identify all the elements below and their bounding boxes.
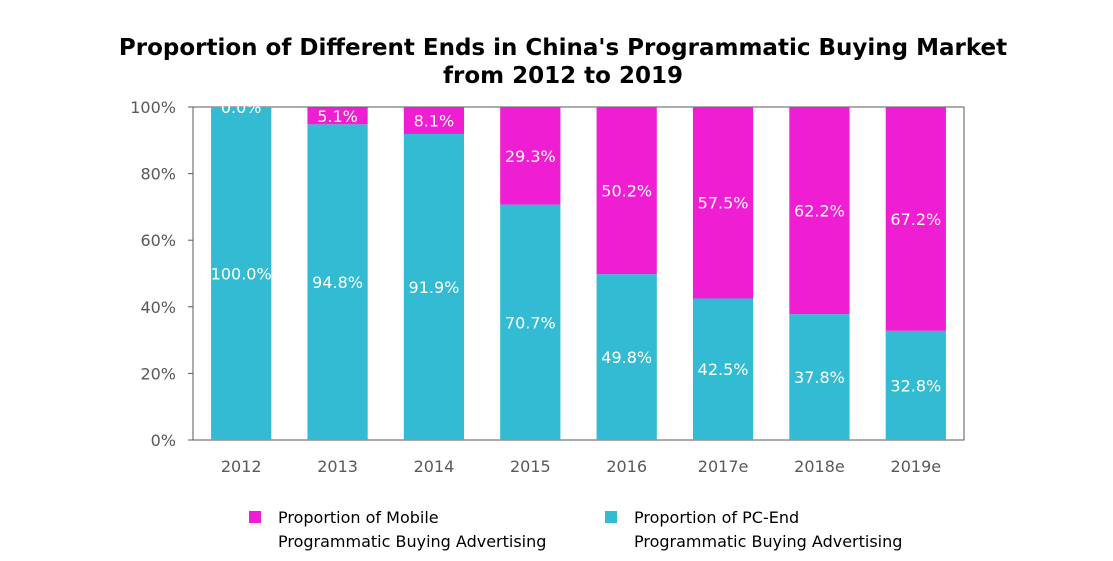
data-label: 5.1% [317,107,358,126]
bar-mobile [692,107,754,299]
data-label: 100.0% [211,265,272,284]
data-label: 32.8% [890,376,941,395]
legend-swatch [605,511,617,523]
bar-mobile [885,107,946,331]
chart-title: Proportion of Different Ends in China's … [119,35,1007,89]
bar-pc-end [596,274,657,440]
data-label: 70.7% [505,313,556,332]
y-tick-label: 40% [140,298,176,317]
plot-area-border [192,106,965,441]
bar-pc-end [307,124,368,440]
bar-mobile [403,107,465,134]
data-label: 37.8% [794,368,845,387]
bar-mobile [789,107,850,315]
data-label: 94.8% [312,273,363,292]
data-label: 91.9% [409,278,460,297]
data-label: 49.8% [601,348,652,367]
x-tick-label: 2018e [794,457,845,476]
data-label: 42.5% [698,360,749,379]
legend-label: Proportion of PC-End [634,508,799,527]
data-label: 50.2% [601,182,652,201]
bar-pc-end [500,204,561,440]
data-label: 29.3% [505,147,556,166]
data-label: 62.2% [794,202,845,221]
y-tick-label: 0% [151,431,176,450]
bar-pc-end [211,107,272,440]
x-tick-label: 2016 [606,457,647,476]
x-tick-label: 2013 [317,457,358,476]
bar-mobile [596,107,657,275]
legend-label: Programmatic Buying Advertising [278,532,546,551]
data-label: 0.0% [221,98,262,117]
y-axis-ticks: 0% 20% 40% 60% 80% 100% [130,98,193,450]
chart-title-line-1: Proportion of Different Ends in China's … [119,35,1007,61]
legend: Proportion of Mobile Programmatic Buying … [249,508,902,551]
bar-mobile [500,107,561,205]
y-tick-label: 80% [140,165,176,184]
legend-label: Programmatic Buying Advertising [634,532,902,551]
bar-pc-end [885,330,946,440]
x-tick-label: 2017e [698,457,749,476]
data-label: 67.2% [890,210,941,229]
bar-mobile [307,107,368,125]
chart-title-line-2: from 2012 to 2019 [443,63,683,89]
legend-swatch [249,511,261,523]
bar-pc-end [789,314,850,440]
x-axis-ticks: 2012 2013 2014 2015 2016 2017e 2018e 2019e [221,457,941,476]
x-tick-label: 2019e [891,457,942,476]
legend-label: Proportion of Mobile [278,508,439,527]
bar-pc-end [692,298,754,440]
x-tick-label: 2014 [414,457,455,476]
data-label: 57.5% [698,194,749,213]
data-label: 8.1% [414,111,455,130]
bar-pc-end [403,133,465,440]
x-tick-label: 2015 [510,457,551,476]
y-tick-label: 60% [140,231,176,250]
x-tick-label: 2012 [221,457,262,476]
y-tick-label: 20% [140,364,176,383]
y-tick-label: 100% [130,98,176,117]
bars: 100.0% 0.0% 94.8% 5.1% 91.9% 8.1% 70.7% 29.3% 49… [211,98,946,440]
